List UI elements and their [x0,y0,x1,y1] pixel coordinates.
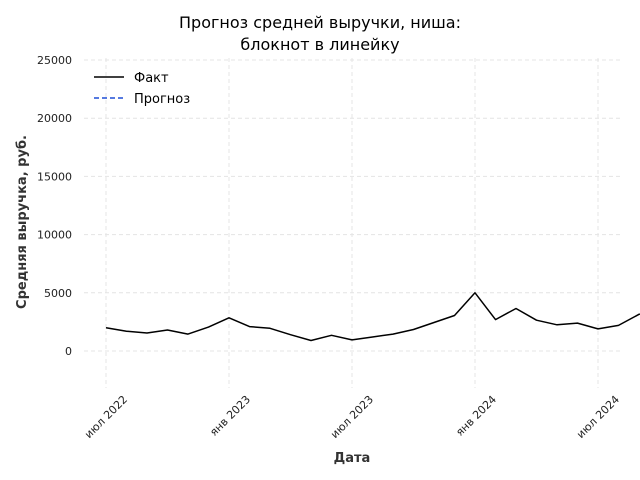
x-tick-label: янв 2024 [453,393,499,439]
y-tick-label: 25000 [37,54,72,67]
x-axis: июл 2022 янв 2023 июл 2023 янв 2024 июл 2024… [82,393,622,441]
x-tick-label: июл 2023 [328,393,376,441]
x-tick-label: июл 2022 [82,393,130,441]
y-axis-label: Средняя выручка, руб. [15,135,30,309]
chart-title-line-1: Прогноз средней выручки, ниша: [179,13,461,32]
x-axis-label: Дата [334,451,371,466]
grid [84,58,622,388]
x-tick-label: янв 2023 [207,393,253,439]
series-line-fact [105,292,640,342]
x-tick-label: июл 2024 [574,393,622,441]
series-lines [105,292,640,342]
legend-label-forecast: Прогноз [134,92,190,107]
y-tick-label: 5000 [44,287,72,300]
y-tick-label: 10000 [37,229,72,242]
legend-label-fact: Факт [134,71,169,86]
y-axis: 0 5000 10000 15000 20000 25000 [37,54,72,358]
y-tick-label: 20000 [37,112,72,125]
y-tick-label: 0 [65,345,72,358]
legend: Факт Прогноз [94,71,190,107]
chart-title-line-2: блокнот в линейку [240,35,400,54]
y-tick-label: 15000 [37,170,72,183]
